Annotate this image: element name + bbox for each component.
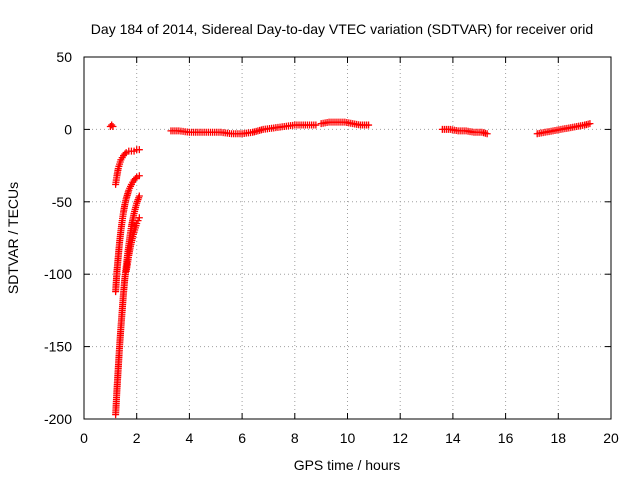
series-arc-9 xyxy=(533,120,594,138)
data-point xyxy=(129,178,137,186)
series-arc-1 xyxy=(106,121,117,131)
x-tick-label: 12 xyxy=(392,430,408,446)
data-point xyxy=(247,129,255,137)
data-point xyxy=(124,188,132,196)
data-point xyxy=(130,211,138,219)
data-point xyxy=(481,129,489,137)
data-point xyxy=(135,172,143,180)
data-point xyxy=(135,194,143,202)
series-arc-8 xyxy=(438,125,491,138)
data-point xyxy=(123,262,131,270)
data-point xyxy=(115,162,123,170)
data-point xyxy=(127,225,135,233)
y-tick-label: -200 xyxy=(44,411,72,427)
y-tick-label: 50 xyxy=(56,49,72,65)
series-arc-6 xyxy=(167,121,320,138)
data-point xyxy=(131,175,139,183)
x-tick-label: 4 xyxy=(186,430,194,446)
data-point xyxy=(257,126,265,134)
data-point xyxy=(555,126,563,134)
x-axis-label: GPS time / hours xyxy=(294,457,401,473)
y-tick-label: -100 xyxy=(44,266,72,282)
data-point xyxy=(108,121,116,129)
data-point xyxy=(132,222,140,230)
x-tick-label: 0 xyxy=(80,430,88,446)
data-point xyxy=(547,127,555,135)
data-point xyxy=(135,214,143,222)
data-point xyxy=(114,166,122,174)
chart-title: Day 184 of 2014, Sidereal Day-to-day VTE… xyxy=(91,21,593,37)
data-point xyxy=(128,234,136,242)
y-tick-label: -50 xyxy=(52,194,72,210)
data-point xyxy=(126,246,134,254)
series-arc-5 xyxy=(122,214,143,275)
data-point xyxy=(132,201,140,209)
x-tick-label: 20 xyxy=(603,430,619,446)
data-point xyxy=(131,226,139,234)
series-arc-4 xyxy=(112,192,143,419)
data-point xyxy=(121,203,129,211)
data-point xyxy=(119,210,127,218)
data-point xyxy=(121,150,129,158)
x-tick-label: 14 xyxy=(445,430,461,446)
data-point xyxy=(124,254,132,262)
series-arc-7 xyxy=(317,118,373,129)
data-point xyxy=(363,121,371,129)
data-point xyxy=(347,119,355,127)
x-tick-label: 18 xyxy=(551,430,567,446)
series-arc-2 xyxy=(112,146,143,188)
data-point xyxy=(127,182,135,190)
data-point xyxy=(118,154,126,162)
data-point xyxy=(113,174,121,182)
data-point xyxy=(563,124,571,132)
y-axis: 50 0 -50 -100 -150 -200 xyxy=(44,49,611,427)
data-point xyxy=(571,123,579,131)
data-point xyxy=(135,146,143,154)
x-axis: 0 2 4 6 8 10 12 14 16 18 20 xyxy=(80,57,619,446)
data-point xyxy=(539,129,547,137)
data-point xyxy=(579,121,587,129)
x-tick-label: 2 xyxy=(133,430,141,446)
y-axis-label: SDTVAR / TECUs xyxy=(5,182,21,294)
data-point xyxy=(109,123,117,131)
data-point xyxy=(116,158,124,166)
y-tick-label: -150 xyxy=(44,339,72,355)
x-tick-label: 8 xyxy=(291,430,299,446)
data-points xyxy=(106,118,594,419)
y-tick-label: 0 xyxy=(64,121,72,137)
x-tick-label: 16 xyxy=(498,430,514,446)
data-point xyxy=(310,121,318,129)
x-tick-label: 10 xyxy=(340,430,356,446)
data-point xyxy=(584,120,592,128)
grid xyxy=(84,57,611,419)
series-arc-3 xyxy=(112,172,143,296)
data-point xyxy=(122,197,130,205)
data-point xyxy=(129,230,137,238)
x-tick-label: 6 xyxy=(238,430,246,446)
data-point xyxy=(127,240,135,248)
